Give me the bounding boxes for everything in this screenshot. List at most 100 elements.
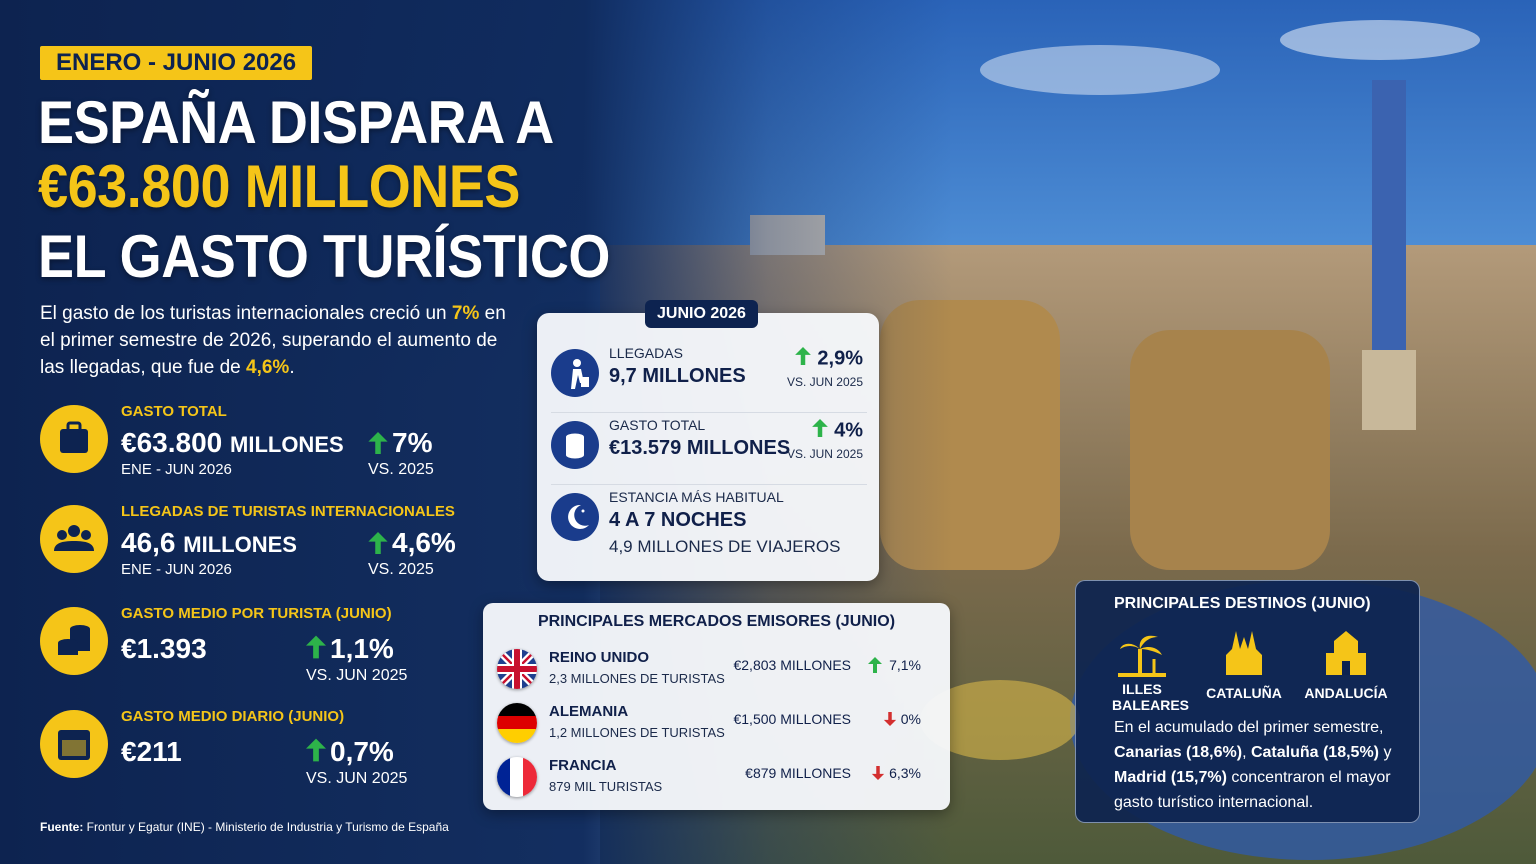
market-change: 6,3% xyxy=(871,765,921,783)
destination-name: CATALUÑA xyxy=(1206,685,1282,701)
market-tourists: 879 MIL TURISTAS xyxy=(549,779,663,794)
stat-label: GASTO MEDIO DIARIO (JUNIO) xyxy=(121,708,345,725)
destinations-text-part: Cataluña (18,5%) xyxy=(1250,744,1379,761)
market-country: FRANCIA xyxy=(549,757,617,774)
june-icon xyxy=(551,493,599,541)
flag xyxy=(497,703,537,743)
destination: ANDALUCÍA xyxy=(1296,625,1396,701)
intro-part: El gasto de los turistas internacionales… xyxy=(40,303,452,324)
intro-part: en el primer semestre de 2026, superando… xyxy=(40,303,506,378)
stat-change-value: 0,7% xyxy=(330,736,394,767)
destination-icon xyxy=(1194,625,1294,677)
june-value: €13.579 MILLONES xyxy=(609,437,791,459)
stat-value: €63.800 MILLONES xyxy=(121,427,344,459)
market-spend: €1,500 MILLONES xyxy=(733,711,851,727)
stat-row: LLEGADAS DE TURISTAS INTERNACIONALES 46,6… xyxy=(40,503,480,585)
june-change-value: 2,9% xyxy=(817,347,863,370)
market-row: ALEMANIA 1,2 MILLONES DE TURISTAS €1,500 M… xyxy=(497,699,937,753)
market-country: REINO UNIDO xyxy=(549,649,650,666)
june-compare: VS. JUN 2025 xyxy=(786,375,863,389)
destination-name: ANDALUCÍA xyxy=(1304,685,1388,701)
trend-arrow xyxy=(306,633,326,668)
market-spend: €2,803 MILLONES xyxy=(733,657,851,673)
intro-part: . xyxy=(289,357,295,378)
market-row: FRANCIA 879 MIL TURISTAS €879 MILLONES 6,3% xyxy=(497,753,937,807)
flag xyxy=(497,757,537,797)
june-icon xyxy=(551,349,599,397)
trend-arrow xyxy=(793,347,813,371)
intro-part: 4,6% xyxy=(246,357,290,378)
june-icon xyxy=(551,421,599,469)
stat-number: 46,6 xyxy=(121,527,176,558)
june-row: GASTO TOTAL €13.579 MILLONES 4% VS. JUN 202… xyxy=(551,415,867,485)
destinations-text: En el acumulado del primer semestre, Can… xyxy=(1114,715,1404,815)
june-label: LLEGADAS xyxy=(609,345,683,361)
trend-arrow xyxy=(368,529,388,561)
stat-change: 4,6% xyxy=(368,527,456,561)
stat-icon xyxy=(40,607,108,675)
destinations-text-part: En el acumulado del primer semestre, xyxy=(1114,719,1384,736)
stat-change-value: 4,6% xyxy=(392,527,456,558)
title-line: €63.800 MILLONES xyxy=(38,153,520,220)
title-line: EL GASTO TURÍSTICO xyxy=(38,223,610,290)
destinations-card: PRINCIPALES DESTINOS (JUNIO) En el acumu… xyxy=(1075,580,1420,823)
stat-value: €211 xyxy=(121,736,182,768)
june-card: LLEGADAS 9,7 MILLONES 2,9% VS. JUN 2025 GAST… xyxy=(537,313,879,581)
stat-unit: MILLONES xyxy=(183,532,297,557)
stat-number: €211 xyxy=(121,736,182,767)
stat-icon xyxy=(40,405,108,473)
destination: ILLES BALEARES xyxy=(1092,625,1192,713)
stat-number: €1.393 xyxy=(121,633,207,664)
flag xyxy=(497,649,537,689)
stat-label: GASTO MEDIO POR TURISTA (JUNIO) xyxy=(121,605,392,622)
market-change: 0% xyxy=(883,711,921,729)
june-label: ESTANCIA MÁS HABITUAL xyxy=(609,489,784,505)
june-row: ESTANCIA MÁS HABITUAL 4 A 7 NOCHES 4,9 MIL… xyxy=(551,487,867,567)
june-label: GASTO TOTAL xyxy=(609,417,706,433)
trend-arrow xyxy=(871,765,885,783)
destinations-text-part: Madrid (15,7%) xyxy=(1114,769,1227,786)
june-value: 9,7 MILLONES xyxy=(609,365,746,387)
stat-change-value: 1,1% xyxy=(330,633,394,664)
stat-icon xyxy=(40,505,108,573)
destinations-text-part: , xyxy=(1242,744,1251,761)
june-row: LLEGADAS 9,7 MILLONES 2,9% VS. JUN 2025 xyxy=(551,343,867,413)
destination-icon xyxy=(1296,625,1396,677)
stat-label: GASTO TOTAL xyxy=(121,403,227,420)
stat-compare: VS. 2025 xyxy=(368,561,434,578)
trend-arrow xyxy=(368,429,388,461)
stat-period: ENE - JUN 2026 xyxy=(121,461,232,478)
trend-arrow xyxy=(865,657,885,676)
market-change-value: 7,1% xyxy=(889,657,921,674)
june-change-value: 4% xyxy=(834,419,863,442)
title-line: ESPAÑA DISPARA A xyxy=(38,89,554,156)
intro-part: 7% xyxy=(451,303,480,324)
stat-period: ENE - JUN 2026 xyxy=(121,561,232,578)
stat-unit: MILLONES xyxy=(230,432,344,457)
market-change-value: 6,3% xyxy=(889,765,921,781)
destinations-text-part: y xyxy=(1379,744,1392,761)
stat-number: €63.800 xyxy=(121,427,223,458)
stat-value: 46,6 MILLONES xyxy=(121,527,297,559)
market-change-value: 0% xyxy=(900,711,921,727)
source-text: Frontur y Egatur (INE) - Ministerio de I… xyxy=(83,820,449,834)
june-value: 4 A 7 NOCHES xyxy=(609,509,747,531)
stat-icon xyxy=(40,710,108,778)
source: Fuente: Frontur y Egatur (INE) - Ministe… xyxy=(40,820,449,834)
stat-change: 7% xyxy=(368,427,432,461)
period-badge: ENERO - JUNIO 2026 xyxy=(40,46,313,80)
source-label: Fuente: xyxy=(40,820,84,834)
trend-arrow xyxy=(810,419,830,443)
trend-arrow xyxy=(306,736,326,771)
june-change: 2,9% xyxy=(793,347,863,371)
market-row: REINO UNIDO 2,3 MILLONES DE TURISTAS €2,80… xyxy=(497,645,937,699)
stat-change: 0,7% xyxy=(306,736,394,771)
stat-compare: VS. 2025 xyxy=(368,461,434,478)
stat-compare: VS. JUN 2025 xyxy=(306,770,408,787)
stat-compare: VS. JUN 2025 xyxy=(306,667,408,684)
trend-arrow xyxy=(883,711,897,729)
destination-icon xyxy=(1092,625,1192,677)
market-change: 7,1% xyxy=(865,657,921,676)
june-badge: JUNIO 2026 xyxy=(645,300,758,328)
